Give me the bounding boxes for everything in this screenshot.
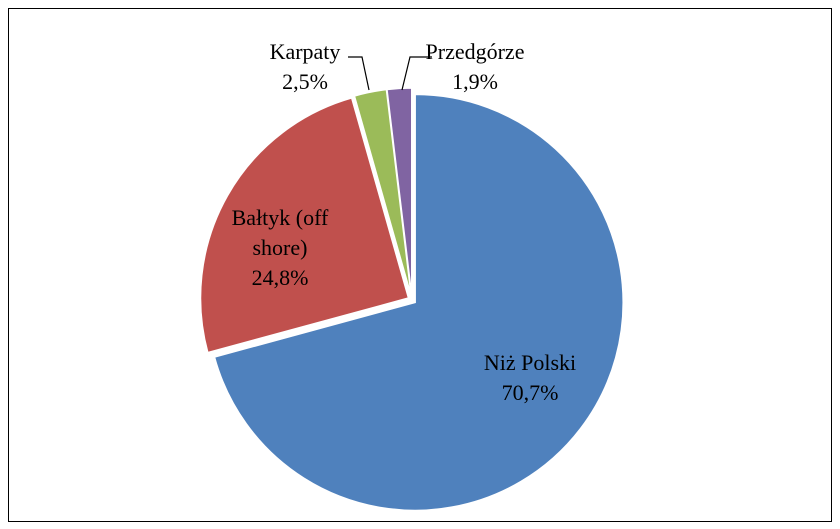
value-label-box: 24,8% [251, 265, 309, 290]
leader-line [401, 56, 432, 91]
slice-label: Karpaty [269, 39, 341, 64]
slice-label-box: Bałtyk (off shore) [231, 205, 329, 260]
value-label: 1,9% [452, 69, 498, 94]
value-label: 24,8% [251, 265, 309, 290]
slice-label-box: Niż Polski [483, 350, 577, 375]
slice-label: Niż Polski [483, 350, 577, 375]
slice-label: Bałtyk (off shore) [231, 205, 329, 260]
slice-label-box: Karpaty [269, 39, 341, 64]
value-label-box: 70,7% [501, 380, 559, 405]
value-label: 70,7% [501, 380, 559, 405]
slice-label: Przedgórze [425, 39, 525, 64]
value-label: 2,5% [282, 69, 328, 94]
pie-slice [213, 93, 624, 512]
leader-line [348, 56, 370, 91]
pie-slice [386, 87, 413, 297]
slice-label-box: Przedgórze [425, 39, 525, 64]
value-label-box: 1,9% [452, 69, 498, 94]
pie-slice [199, 97, 410, 354]
value-label-box: 2,5% [282, 69, 328, 94]
